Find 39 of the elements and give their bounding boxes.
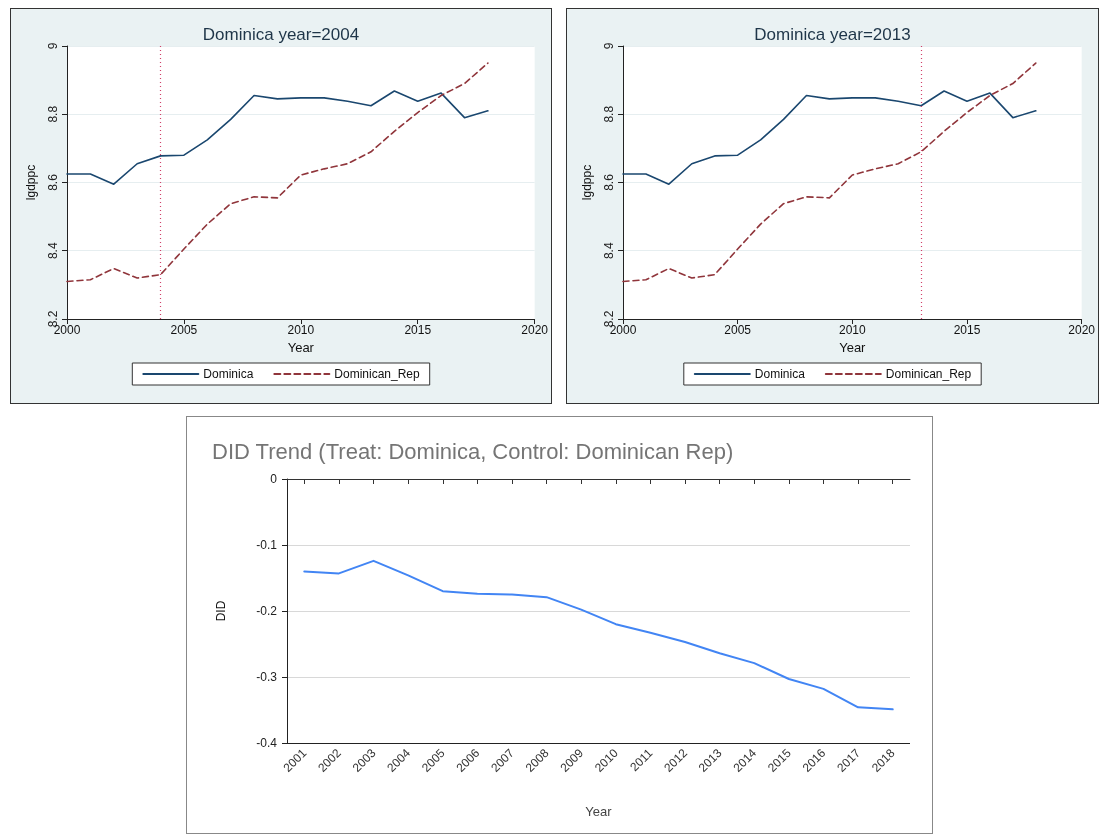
x-tick-label: 2015: [953, 323, 981, 337]
x-tick-label: 2020: [521, 323, 549, 337]
line-series: [303, 559, 894, 711]
y-axis-title: DID: [214, 600, 228, 622]
x-tick-label: 2015: [404, 323, 432, 337]
y-tick-label: -0.3: [256, 670, 278, 684]
line-series: [622, 62, 1037, 283]
chart-title: Dominica year=2013: [754, 25, 911, 44]
y-tick-label: 8.8: [602, 105, 616, 123]
chart-title: DID Trend (Treat: Dominica, Control: Dominican Rep): [212, 438, 734, 464]
line-series: [622, 90, 1037, 186]
chart-title: Dominica year=2004: [202, 25, 360, 44]
y-tick-label: 0: [270, 472, 278, 486]
x-tick-label: 2005: [724, 323, 752, 337]
y-tick-label: 9: [46, 42, 60, 50]
line-series: [66, 90, 489, 186]
legend-label: Dominica: [754, 367, 806, 381]
y-tick-label: 8.6: [602, 173, 616, 191]
y-axis-title: lgdppc: [580, 164, 594, 201]
y-tick-label: 9: [602, 42, 616, 50]
y-tick-label: 8.4: [46, 242, 60, 260]
legend-label: Dominican_Rep: [334, 367, 421, 381]
y-tick-label: -0.1: [256, 538, 278, 552]
legend-label: Dominica: [203, 367, 254, 381]
y-axis-title: lgdppc: [24, 164, 38, 201]
x-axis-title: Year: [839, 339, 867, 355]
y-tick-label: -0.2: [256, 604, 278, 618]
line-series: [66, 62, 489, 283]
y-tick-label: 8.6: [46, 173, 60, 191]
y-tick-label: 8.4: [602, 242, 616, 260]
y-tick-label: 8.8: [46, 105, 60, 123]
x-tick-label: 2005: [170, 323, 198, 337]
x-axis-title: Year: [287, 339, 315, 355]
x-tick-label: 2010: [287, 323, 315, 337]
y-tick-label: -0.4: [256, 736, 278, 750]
x-tick-label: 2010: [838, 323, 866, 337]
x-tick-label: 2020: [1068, 323, 1096, 337]
legend-label: Dominican_Rep: [885, 367, 972, 381]
x-axis-title: Year: [585, 804, 613, 819]
